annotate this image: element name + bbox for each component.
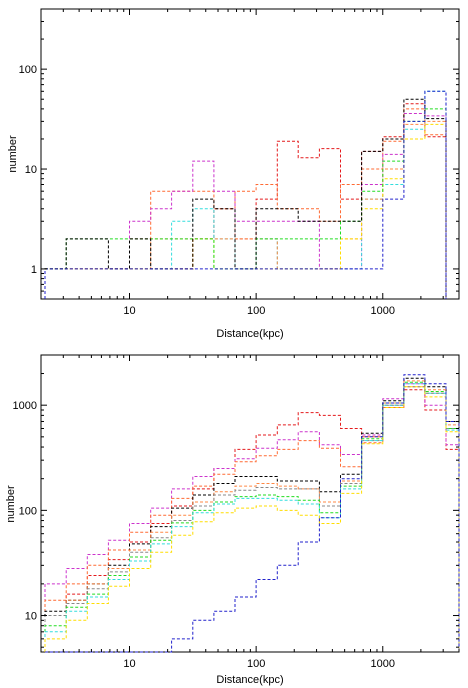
top-series-8 (44, 90, 447, 299)
bottom-axes-group: 10 100 1000 10 100 1000 (13, 354, 460, 670)
top-histogram-panel: 10 100 1000 1 10 100 Distance(kpc) number (7, 8, 460, 340)
top-series-group (44, 90, 447, 299)
bottom-series-2 (44, 386, 460, 652)
top-y-tick-label: 100 (19, 64, 37, 76)
bottom-histogram-panel: 10 100 1000 10 100 1000 Distance(kpc) number (5, 354, 460, 686)
top-series-0 (44, 103, 447, 299)
top-series-4 (44, 120, 447, 299)
bottom-series-8 (44, 386, 460, 652)
bottom-x-axis-label: Distance(kpc) (216, 674, 283, 686)
top-y-axis-label: number (7, 135, 19, 173)
bottom-series-9 (45, 374, 460, 653)
top-series-3 (44, 90, 447, 299)
bottom-y-tick-label: 1000 (13, 400, 37, 412)
top-series-6 (44, 108, 447, 299)
bottom-series-6 (44, 381, 460, 652)
bottom-series-0 (44, 389, 460, 652)
bottom-y-tick-label: 10 (25, 611, 37, 623)
bottom-series-7 (44, 383, 460, 652)
bottom-series-4 (44, 380, 460, 652)
bottom-x-tick-label: 100 (247, 658, 265, 670)
bottom-x-tick-label: 10 (123, 658, 135, 670)
bottom-plot-frame (40, 354, 460, 653)
top-x-tick-label: 10 (123, 305, 135, 317)
top-x-axis-label: Distance(kpc) (216, 328, 283, 340)
bottom-series-5 (44, 386, 460, 652)
bottom-series-1 (44, 383, 460, 652)
bottom-x-tick-label: 1000 (371, 658, 395, 670)
top-y-tick-label: 1 (31, 264, 37, 276)
top-x-tick-label: 1000 (371, 305, 395, 317)
bottom-y-tick-label: 100 (19, 505, 37, 517)
top-y-tick-label: 10 (25, 164, 37, 176)
bottom-series-3 (44, 377, 460, 652)
top-axes-group: 10 100 1000 1 10 100 (19, 8, 460, 317)
top-x-tick-label: 100 (247, 305, 265, 317)
top-series-1 (44, 108, 447, 299)
bottom-y-axis-label: number (5, 485, 17, 523)
top-series-5 (44, 123, 447, 299)
bottom-series-group (44, 374, 460, 653)
